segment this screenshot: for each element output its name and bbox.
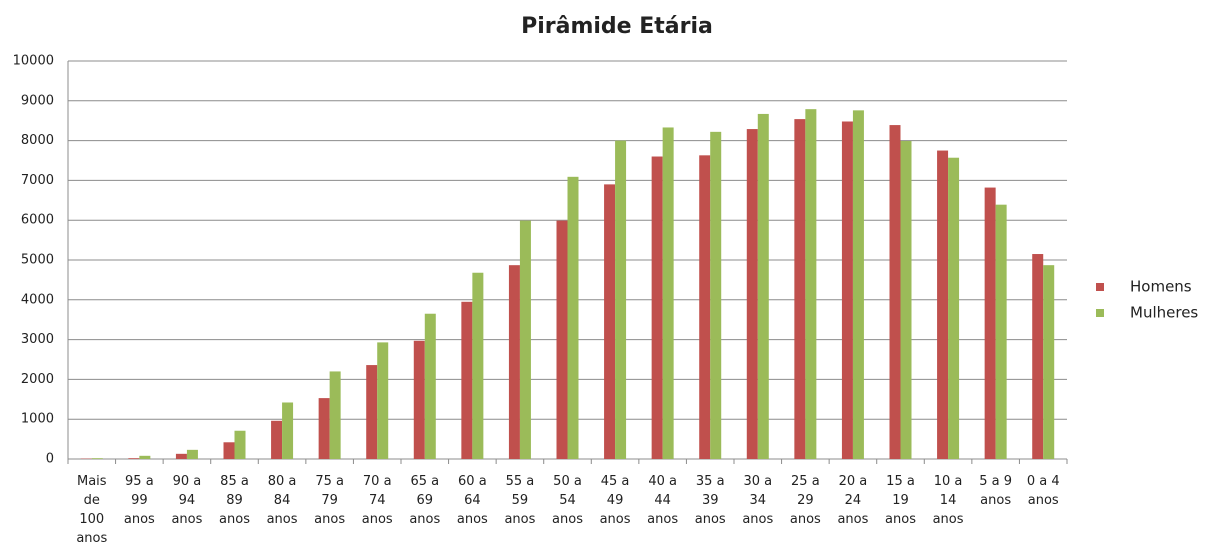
bar (995, 204, 1007, 459)
x-tick-label: 95 a 99 anos (124, 474, 155, 527)
bar (710, 131, 722, 459)
y-tick-label: 7000 (21, 173, 54, 188)
x-tick-label: 20 a 24 anos (837, 474, 868, 527)
bar (223, 442, 235, 459)
bar (604, 184, 616, 459)
bar (852, 110, 864, 460)
bar (937, 150, 949, 460)
bar (794, 119, 806, 459)
x-tick-label: 45 a 49 anos (600, 474, 631, 527)
y-tick-label: 6000 (21, 213, 54, 228)
bar (234, 430, 246, 459)
bar (746, 129, 758, 460)
x-tick-label: 80 a 84 anos (267, 474, 298, 527)
y-tick-label: 9000 (21, 93, 54, 108)
bar (424, 313, 436, 459)
x-tick-label: 85 a 89 anos (219, 474, 250, 527)
bar (377, 342, 389, 459)
legend-label: Homens (1130, 278, 1192, 296)
bar (271, 420, 283, 459)
y-tick-label: 3000 (21, 332, 54, 347)
bar (567, 176, 579, 459)
bar (889, 125, 901, 459)
bar (472, 272, 484, 459)
x-tick-label: 0 a 4 anos (1027, 474, 1060, 508)
x-tick-label: Mais de 100 anos (76, 474, 107, 546)
bar (329, 371, 341, 459)
bar (757, 113, 769, 460)
x-tick-label: 35 a 39 anos (695, 474, 726, 527)
bar (984, 187, 996, 459)
x-tick-label: 65 a 69 anos (409, 474, 440, 527)
x-tick-label: 75 a 79 anos (314, 474, 345, 527)
bar (699, 155, 711, 460)
bar (519, 220, 531, 459)
bar (318, 398, 330, 459)
bar (615, 140, 627, 459)
bar (841, 121, 853, 459)
x-tick-label: 90 a 94 anos (171, 474, 202, 527)
legend-swatch (1096, 283, 1104, 291)
bar (948, 157, 960, 460)
bar (651, 156, 663, 459)
x-tick-label: 70 a 74 anos (362, 474, 393, 527)
y-tick-label: 4000 (21, 292, 54, 307)
y-tick-label: 5000 (21, 253, 54, 268)
bar (662, 127, 674, 459)
bar (366, 365, 378, 459)
bar (282, 402, 294, 459)
y-tick-label: 1000 (21, 412, 54, 427)
x-tick-label: 25 a 29 anos (790, 474, 821, 527)
y-tick-label: 8000 (21, 133, 54, 148)
bar (186, 449, 198, 459)
bar (900, 140, 912, 460)
bar (1043, 265, 1055, 459)
x-tick-label: 50 a 54 anos (552, 474, 583, 527)
bar (175, 453, 187, 459)
x-tick-label: 5 a 9 anos (979, 474, 1012, 508)
bar (508, 265, 520, 459)
x-tick-label: 60 a 64 anos (457, 474, 488, 527)
legend-label: Mulheres (1130, 304, 1198, 322)
bar (128, 458, 140, 459)
y-tick-label: 2000 (21, 372, 54, 387)
bar (805, 109, 817, 460)
bar (91, 458, 103, 459)
x-tick-label: 40 a 44 anos (647, 474, 678, 527)
x-tick-label: 30 a 34 anos (742, 474, 773, 527)
bar (413, 340, 425, 459)
chart-title: Pirâmide Etária (521, 14, 713, 39)
x-tick-label: 15 a 19 anos (885, 474, 916, 527)
x-tick-label: 55 a 59 anos (504, 474, 535, 527)
bar (461, 301, 473, 459)
bar (1032, 254, 1044, 459)
legend-swatch (1096, 309, 1104, 317)
bar (556, 220, 568, 459)
bar (139, 455, 151, 459)
y-tick-label: 10000 (13, 54, 54, 69)
x-tick-label: 10 a 14 anos (933, 474, 964, 527)
y-tick-label: 0 (46, 452, 54, 467)
